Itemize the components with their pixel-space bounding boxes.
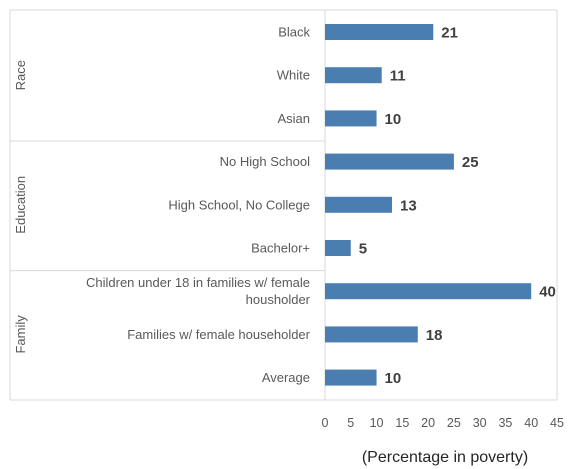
category-label: High School, No College — [168, 197, 310, 212]
x-tick-label: 5 — [347, 416, 354, 430]
data-label: 13 — [400, 197, 417, 214]
bar — [325, 153, 454, 170]
category-label-line: Asian — [277, 111, 310, 126]
category-label-line: High School, No College — [168, 197, 310, 212]
x-tick-labels: 0 5 10 15 20 25 30 35 40 45 — [322, 416, 564, 430]
data-label: 10 — [385, 111, 402, 128]
category-label: Black — [278, 25, 310, 40]
x-tick-label: 25 — [447, 416, 461, 430]
category-label-line: Children under 18 in families w/ female — [86, 275, 310, 290]
bar — [325, 326, 418, 343]
category-label: Average — [262, 370, 310, 385]
bar — [325, 369, 377, 386]
x-tick-label: 15 — [395, 416, 409, 430]
category-label: Asian — [277, 111, 310, 126]
bar — [325, 240, 351, 256]
category-label-line: Bachelor+ — [251, 241, 310, 256]
data-label: 21 — [441, 25, 458, 42]
category-label-line: White — [277, 68, 310, 83]
category-label: White — [277, 68, 310, 83]
category-label-line: Black — [278, 25, 310, 40]
group-labels: Race Education Family — [13, 60, 28, 354]
data-label: 40 — [539, 284, 556, 301]
x-tick-label: 20 — [421, 416, 435, 430]
category-label-line: No High School — [220, 154, 310, 169]
x-tick-label: 35 — [498, 416, 512, 430]
bar — [325, 24, 434, 40]
x-tick-label: 10 — [370, 416, 384, 430]
category-label: Bachelor+ — [251, 241, 310, 256]
x-axis-title: (Percentage in poverty) — [362, 449, 528, 466]
group-label: Family — [13, 315, 28, 354]
category-labels: Black White Asian No High School High School… — [86, 25, 311, 386]
category-label-line: Average — [262, 370, 310, 385]
category-label-line: Families w/ female householder — [127, 327, 310, 342]
bar — [325, 110, 377, 127]
category-label: Families w/ female householder — [127, 327, 310, 342]
data-label: 25 — [462, 154, 479, 171]
bar — [325, 283, 532, 300]
bar — [325, 196, 393, 213]
bars — [325, 24, 532, 386]
data-label: 11 — [390, 68, 406, 85]
category-label-line: housholder — [246, 292, 311, 307]
category-label: No High School — [220, 154, 310, 169]
group-label: Education — [13, 176, 28, 234]
x-tick-label: 40 — [524, 416, 538, 430]
x-tick-label: 0 — [322, 416, 329, 430]
group-label: Race — [13, 60, 28, 90]
x-tick-label: 30 — [473, 416, 487, 430]
category-label: Children under 18 in families w/ female h… — [86, 275, 311, 307]
x-tick-label: 45 — [550, 416, 564, 430]
data-label: 18 — [426, 327, 443, 344]
data-label: 5 — [359, 241, 367, 258]
bar — [325, 67, 382, 84]
data-labels: 21 11 10 25 13 5 40 18 10 — [359, 25, 556, 388]
data-label: 10 — [385, 370, 402, 387]
